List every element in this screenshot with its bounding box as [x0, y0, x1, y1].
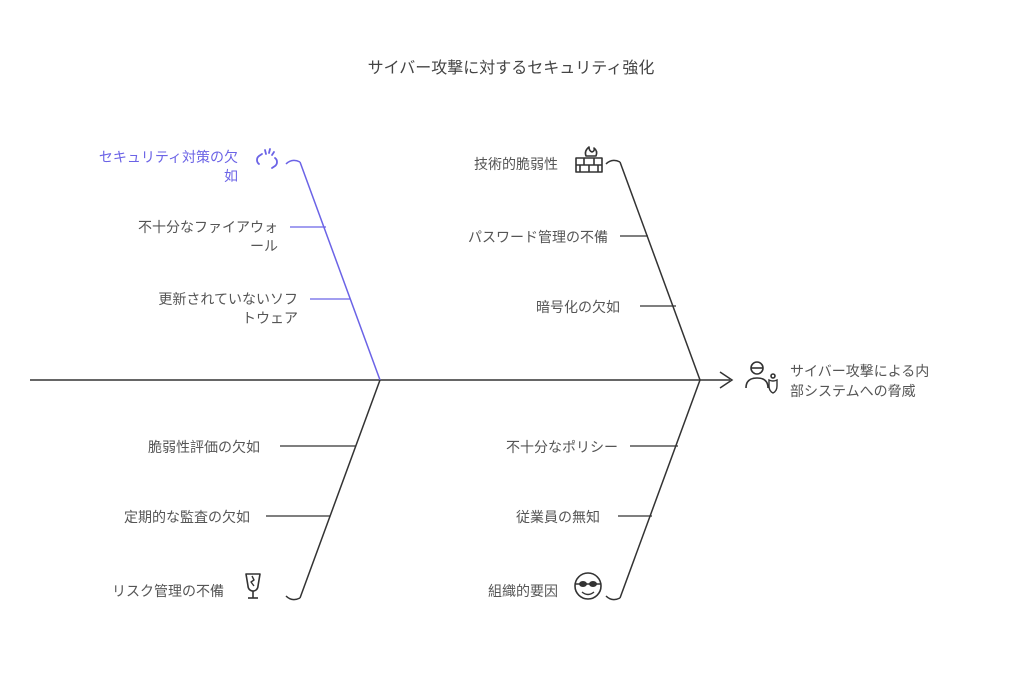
- category-label: リスク管理の不備: [54, 582, 224, 601]
- head-label-line2: 部システムへの脅威: [790, 383, 916, 399]
- bone-bottom-left-hook: [286, 596, 300, 600]
- cause-label: 従業員の無知: [460, 508, 600, 527]
- bone-top-left-hook: [286, 160, 300, 164]
- cause-label: 定期的な監査の欠如: [70, 508, 250, 527]
- fishbone-canvas: [0, 0, 1022, 680]
- bone-bottom-right: [620, 380, 700, 598]
- category-label: 組織的要因: [418, 582, 558, 601]
- bone-top-left: [300, 162, 380, 380]
- broken-glass-icon: [238, 570, 268, 607]
- cause-label: パスワード管理の不備: [418, 228, 608, 247]
- bone-top-right: [620, 162, 700, 380]
- cause-label-line1: 不十分なファイアウォ: [138, 219, 278, 235]
- category-label: セキュリティ対策の欠 如: [38, 148, 238, 186]
- person-shield-icon: [742, 358, 784, 405]
- cause-label-line2: ール: [250, 238, 278, 254]
- face-glasses-icon: [572, 570, 604, 607]
- cause-label: 更新されていないソフ トウェア: [98, 290, 298, 328]
- bone-bottom-right-hook: [606, 596, 620, 600]
- head-label: サイバー攻撃による内 部システムへの脅威: [790, 362, 970, 401]
- cause-label: 暗号化の欠如: [450, 298, 620, 317]
- cause-label-line2: トウェア: [242, 310, 298, 326]
- category-label: 技術的脆弱性: [398, 155, 558, 174]
- cause-label-line1: 更新されていないソフ: [158, 291, 298, 307]
- bone-top-right-hook: [606, 160, 620, 164]
- cause-label: 不十分なポリシー: [448, 438, 618, 457]
- head-label-line1: サイバー攻撃による内: [790, 363, 929, 379]
- category-label-line2: 如: [224, 168, 238, 184]
- category-label-line1: セキュリティ対策の欠: [99, 149, 238, 165]
- cause-label: 脆弱性評価の欠如: [90, 438, 260, 457]
- bone-bottom-left: [300, 380, 380, 598]
- firewall-icon: [572, 142, 606, 181]
- broken-link-icon: [252, 146, 282, 181]
- cause-label: 不十分なファイアウォ ール: [78, 218, 278, 256]
